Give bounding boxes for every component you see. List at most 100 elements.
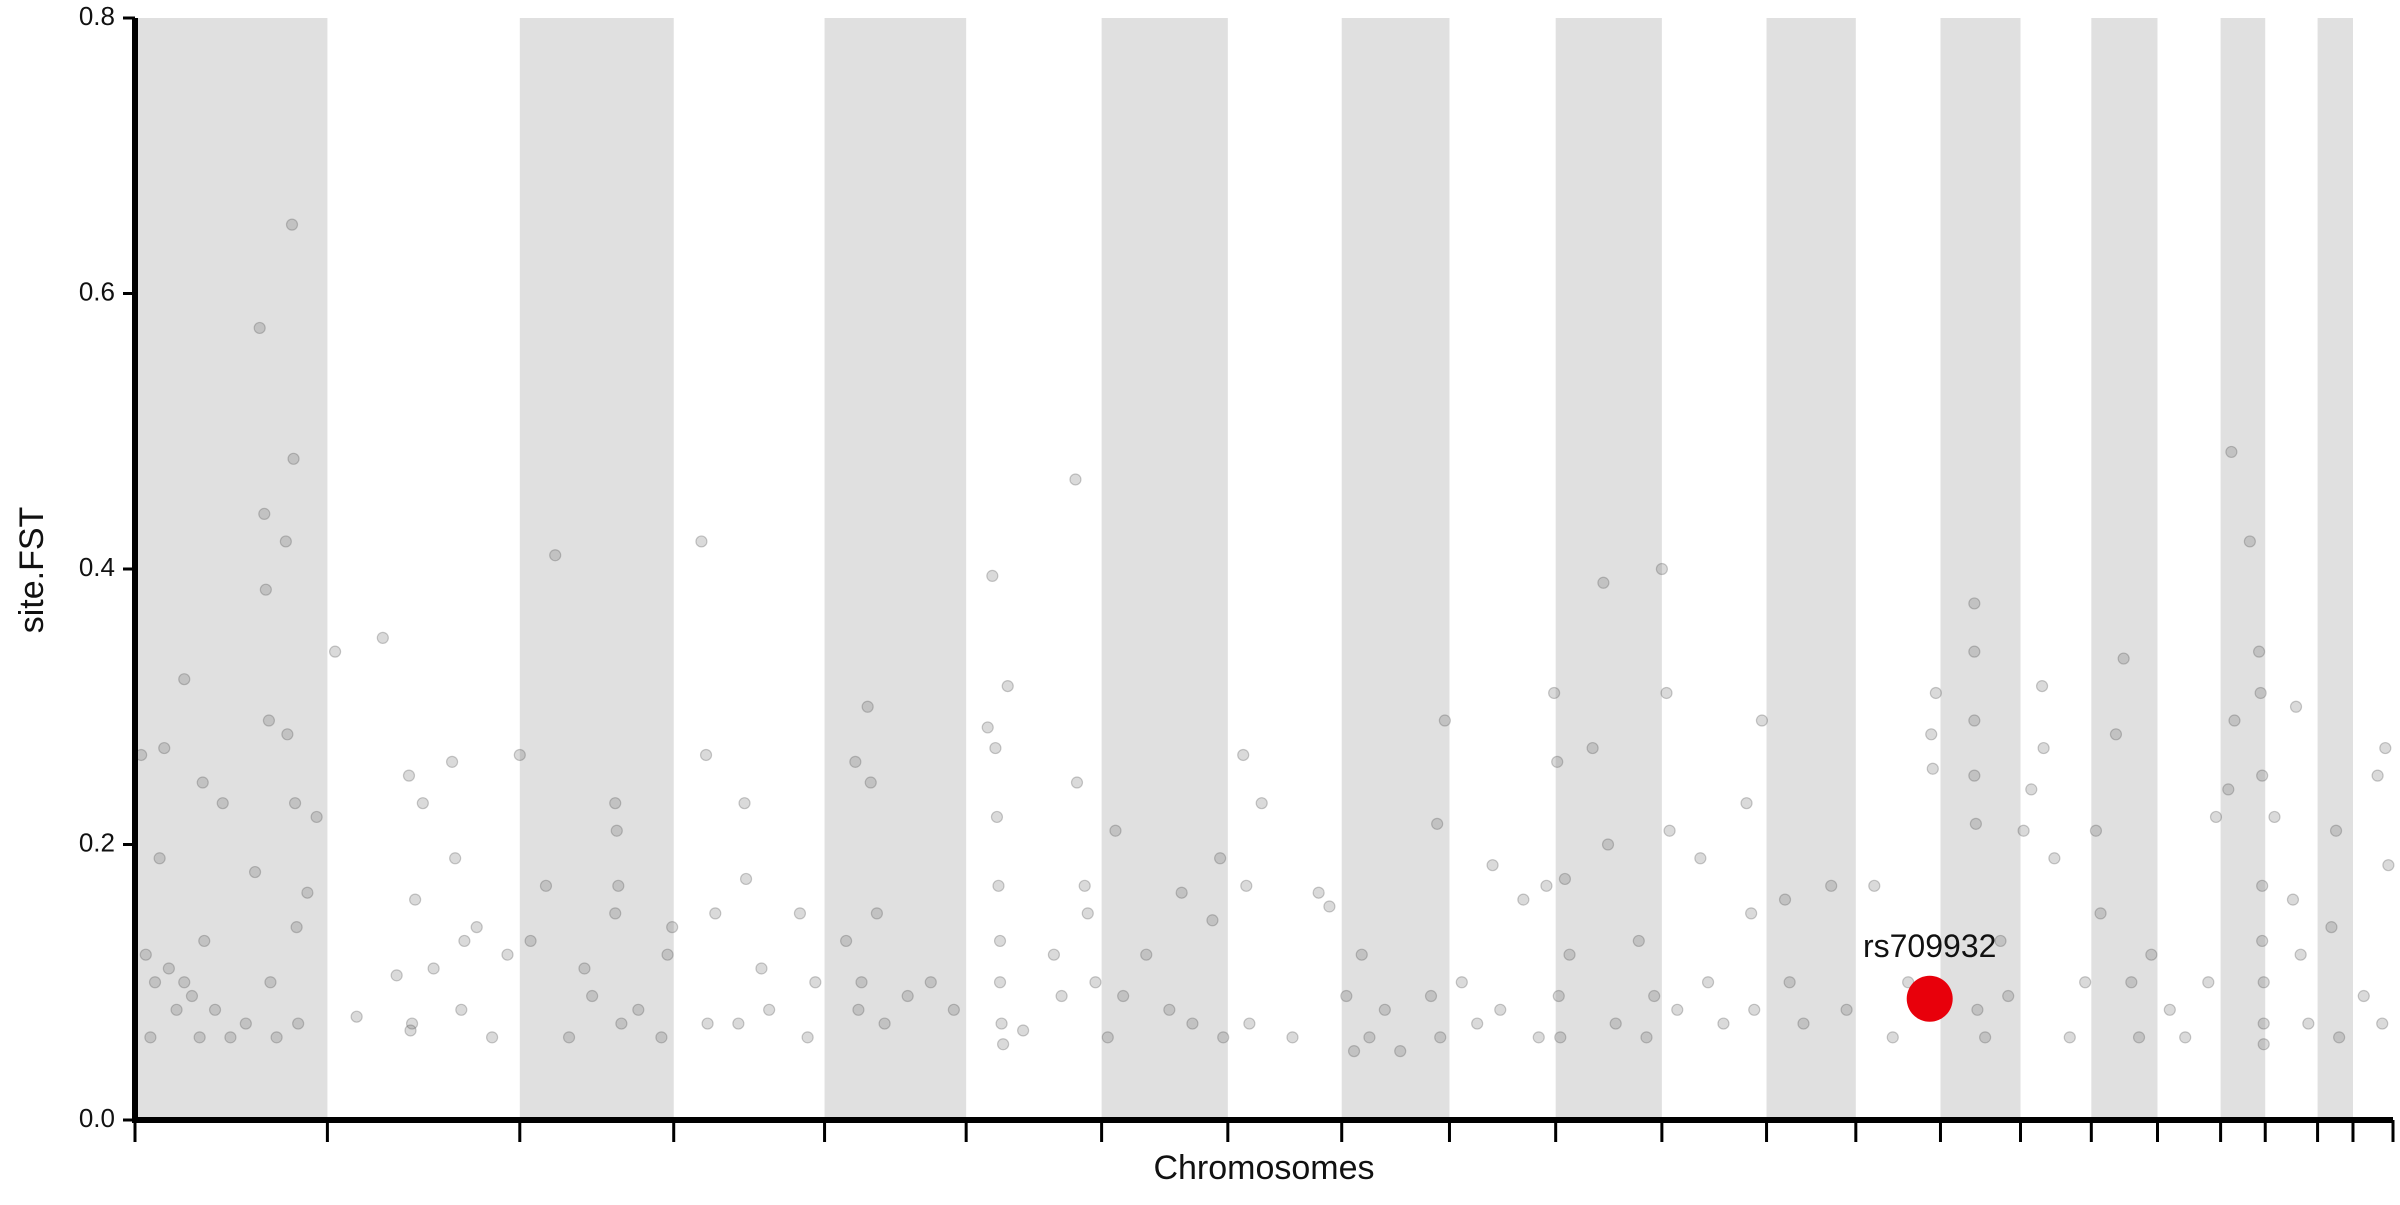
y-tick-label: 0.6 [79, 276, 115, 306]
point [1663, 824, 1676, 837]
point [208, 1003, 222, 1016]
point [924, 976, 937, 989]
point [1001, 679, 1014, 693]
point [995, 1017, 1008, 1030]
point [701, 1017, 714, 1030]
y-tick-label: 0.2 [79, 827, 115, 857]
point [1558, 872, 1572, 886]
point [288, 797, 302, 810]
point [1601, 838, 1615, 851]
point [2079, 976, 2092, 989]
point [1783, 976, 1796, 989]
point [1214, 852, 1227, 865]
point [610, 824, 623, 837]
point [1140, 948, 1153, 961]
point [840, 934, 853, 948]
point [864, 776, 877, 789]
point [1640, 1031, 1653, 1044]
point [2222, 783, 2235, 796]
point [1081, 907, 1094, 920]
point [513, 748, 526, 762]
point [1486, 859, 1499, 872]
point [1163, 1003, 1176, 1016]
point [1655, 562, 1668, 576]
point [1968, 645, 1981, 658]
point [986, 569, 999, 582]
point [2089, 824, 2103, 837]
point [1431, 817, 1444, 830]
point [1994, 934, 2007, 948]
point [809, 976, 822, 989]
point [405, 1017, 419, 1030]
point [390, 969, 403, 982]
point [2145, 948, 2158, 961]
point [947, 1003, 960, 1016]
point [1825, 879, 1838, 892]
point [2017, 824, 2030, 837]
point [1055, 989, 1068, 1003]
point [666, 921, 679, 934]
point [1563, 948, 1576, 961]
point [1968, 714, 1981, 727]
point [2002, 989, 2015, 1003]
point [1323, 900, 1336, 913]
point [1455, 976, 1468, 989]
point [1748, 1003, 1761, 1016]
point [1217, 1031, 1230, 1044]
point [1206, 914, 1219, 927]
point [849, 755, 862, 768]
point [2132, 1031, 2146, 1044]
point [1347, 1045, 1361, 1058]
point [404, 1024, 417, 1037]
point [1609, 1017, 1622, 1030]
point [1717, 1017, 1730, 1030]
point [402, 769, 416, 782]
point [1471, 1017, 1484, 1030]
point [2243, 535, 2256, 548]
point [1745, 907, 1758, 920]
point [763, 1003, 776, 1016]
point [310, 810, 323, 824]
point [1632, 934, 1645, 948]
point [1243, 1017, 1256, 1030]
point [1740, 797, 1753, 810]
point [328, 645, 342, 658]
point [1886, 1031, 1899, 1044]
point [1101, 1031, 1114, 1044]
point [2256, 879, 2269, 892]
point [253, 321, 266, 335]
point [1554, 1031, 1567, 1044]
point [2256, 934, 2269, 948]
point [2228, 714, 2241, 727]
point [1378, 1003, 1391, 1016]
point [239, 1017, 252, 1030]
point [2209, 810, 2223, 824]
point [709, 907, 722, 920]
point [1929, 686, 1942, 700]
highlight-point [1906, 975, 1953, 1022]
point [2035, 679, 2049, 693]
point [1648, 989, 1661, 1003]
point [2109, 728, 2123, 741]
point [1969, 817, 1982, 830]
point [1089, 976, 1102, 989]
point [655, 1031, 668, 1044]
point [258, 507, 271, 521]
point [989, 741, 1002, 755]
point [793, 907, 807, 920]
point [144, 1031, 157, 1044]
point [158, 741, 171, 755]
point [185, 989, 199, 1003]
point [1532, 1031, 1545, 1044]
point [1175, 886, 1188, 899]
point [1552, 989, 1565, 1003]
point [1047, 948, 1060, 961]
point [287, 452, 300, 465]
point [2252, 645, 2266, 658]
point [262, 714, 276, 727]
point [878, 1017, 891, 1030]
point [549, 549, 562, 562]
point [178, 673, 191, 686]
point [2382, 859, 2395, 872]
point [2257, 976, 2270, 989]
